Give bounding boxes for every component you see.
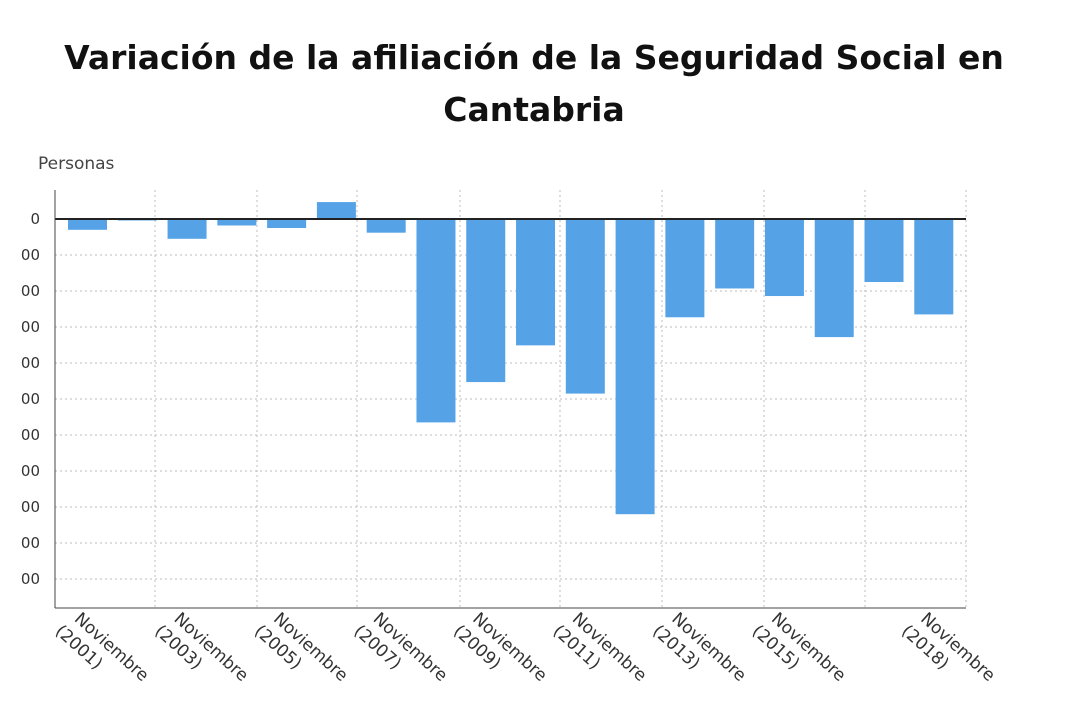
bar: [665, 219, 705, 318]
y-tick-label: 00: [21, 282, 40, 300]
x-tick-label: Noviembre(2015): [748, 609, 850, 686]
y-tick-label: 00: [21, 498, 40, 516]
y-tick-label: 00: [21, 318, 40, 336]
bar: [565, 219, 605, 394]
y-tick-label: 00: [21, 570, 40, 588]
y-axis-label: Personas: [38, 154, 115, 174]
x-tick-label: Noviembre(2011): [549, 609, 651, 686]
chart-title: Variación de la afiliación de la Segurid…: [0, 32, 1068, 136]
x-tick-label: Noviembre(2003): [151, 609, 253, 686]
axis-layer: [54, 190, 966, 609]
x-tick-label: Noviembre(2009): [449, 609, 551, 686]
bar: [764, 219, 804, 297]
y-tick-label: 0: [30, 210, 40, 228]
bar: [516, 219, 556, 346]
grid-layer: [55, 190, 967, 608]
bar: [615, 219, 655, 515]
x-tick-label: Noviembre(2013): [648, 609, 750, 686]
y-tick-label: 00: [21, 534, 40, 552]
chart-title-line-1: Variación de la afiliación de la Segurid…: [64, 38, 1004, 77]
x-tick-label: Noviembre(2001): [51, 609, 153, 686]
bar: [217, 219, 257, 226]
x-tick-label: Noviembre(2007): [350, 609, 452, 686]
y-tick-label: 00: [21, 462, 40, 480]
bar: [267, 219, 307, 228]
chart-title-line-2: Cantabria: [443, 90, 625, 129]
bar: [814, 219, 854, 338]
y-tick-label: 00: [21, 354, 40, 372]
bar: [864, 219, 904, 282]
bar: [715, 219, 755, 289]
bar: [167, 219, 207, 239]
y-tick-label: 00: [21, 246, 40, 264]
bar: [416, 219, 456, 423]
bar: [914, 219, 954, 315]
bar-layer: [68, 202, 954, 515]
bar: [316, 202, 356, 219]
bar: [466, 219, 506, 383]
x-tick-label: Noviembre(2005): [250, 609, 352, 686]
x-tick-label: Noviembre(2018): [897, 609, 999, 686]
bar: [366, 219, 406, 233]
y-tick-label: 00: [21, 390, 40, 408]
bar: [68, 219, 107, 230]
y-tick-label: 00: [21, 426, 40, 444]
